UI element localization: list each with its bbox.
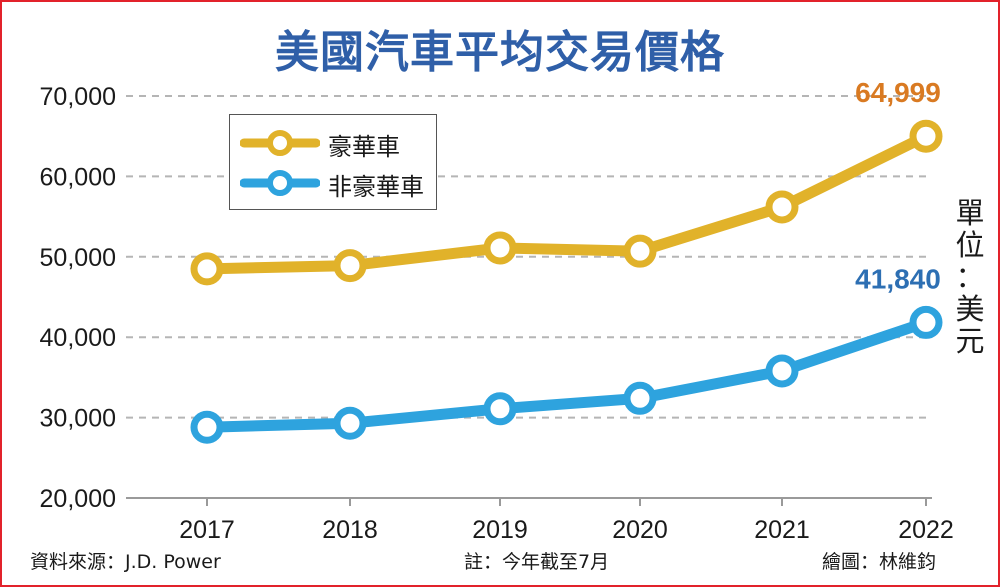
y-tick-label: 20,000 (40, 485, 116, 513)
source-note: 資料來源：J.D. Power (30, 551, 221, 573)
data-point-luxury (909, 119, 943, 153)
y-tick-label: 30,000 (40, 405, 116, 433)
data-point-luxury (483, 231, 517, 265)
x-tick-label: 2018 (322, 516, 378, 544)
unit-char: 位 (955, 228, 985, 262)
y-tick-label: 50,000 (40, 244, 116, 272)
footnote: 註：今年截至7月 (464, 551, 610, 573)
legend-marker-luxury (240, 130, 320, 156)
data-point-luxury (623, 234, 657, 268)
axis-layer (126, 497, 932, 506)
unit-char: 單 (955, 196, 985, 230)
x-tick-label: 2017 (179, 516, 235, 544)
data-label: 64,999 (855, 77, 941, 108)
y-tick-label: 40,000 (40, 324, 116, 352)
x-tick-label: 2019 (472, 516, 528, 544)
unit-char: 美 (955, 292, 985, 326)
x-tick-label: 2022 (898, 516, 954, 544)
data-point-luxury (765, 190, 799, 224)
chart-title: 美國汽車平均交易價格 (275, 27, 725, 78)
chart-legend: 豪華車 非豪華車 (229, 114, 437, 210)
series-line-luxury (201, 130, 932, 275)
legend-label-non-luxury: 非豪華車 (328, 173, 424, 201)
data-point-non-luxury (765, 354, 799, 388)
unit-char: ： (955, 260, 985, 294)
data-point-non-luxury (623, 381, 657, 415)
x-tick-label: 2020 (612, 516, 668, 544)
label-layer: 20,000 30,000 40,000 50,000 60,000 70,000 2017… (40, 77, 954, 544)
data-label: 41,840 (855, 263, 941, 294)
data-point-non-luxury (333, 406, 367, 440)
y-tick-label: 70,000 (40, 83, 116, 111)
y-tick-label: 60,000 (40, 163, 116, 191)
unit-char: 元 (955, 324, 985, 358)
series-layer (190, 119, 943, 444)
legend-marker-non-luxury (240, 170, 320, 196)
unit-label: 單位：美元 (950, 197, 990, 357)
data-point-non-luxury (909, 305, 943, 339)
data-point-luxury (190, 252, 224, 286)
data-point-non-luxury (190, 410, 224, 444)
x-tick-label: 2021 (754, 516, 810, 544)
legend-label-luxury: 豪華車 (328, 133, 400, 161)
series-line-non-luxury (201, 316, 932, 433)
data-point-luxury (333, 249, 367, 283)
credit-note: 繪圖：林維鈞 (822, 551, 937, 573)
legend-item-luxury: 豪華車 (230, 123, 436, 163)
legend-item-non-luxury: 非豪華車 (230, 163, 436, 203)
data-point-non-luxury (483, 392, 517, 426)
